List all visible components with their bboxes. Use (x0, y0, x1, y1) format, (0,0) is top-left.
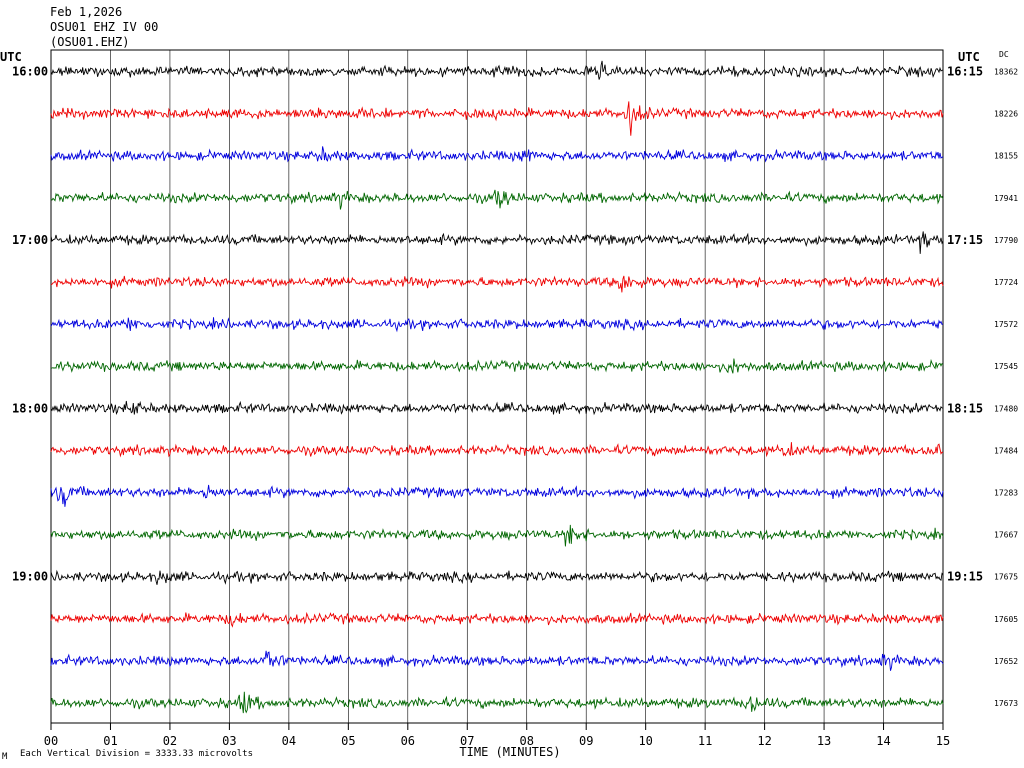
x-tick-label: 07 (460, 734, 474, 748)
seismic-trace (50, 650, 944, 671)
seismic-trace (50, 442, 944, 458)
vertical-division-note: Each Vertical Division = 3333.33 microvo… (20, 749, 253, 759)
x-tick-label: 05 (341, 734, 355, 748)
x-tick-label: 00 (44, 734, 58, 748)
trace-dc-value: 17790 (994, 236, 1018, 245)
left-hour-label: 19:00 (12, 570, 48, 584)
trace-dc-value: 18226 (994, 110, 1018, 119)
trace-dc-value: 17545 (994, 362, 1018, 371)
trace-dc-value: 17605 (994, 615, 1018, 624)
channel-name: (OSU01.EHZ) (50, 35, 130, 49)
trace-dc-value: 17480 (994, 404, 1018, 413)
x-tick-label: 11 (698, 734, 712, 748)
left-hour-label: 16:00 (12, 65, 48, 79)
x-tick-label: 03 (222, 734, 236, 748)
seismic-trace (50, 101, 944, 136)
seismic-trace (50, 691, 944, 714)
x-axis-label: TIME (MINUTES) (459, 745, 560, 759)
seismic-trace (50, 317, 944, 333)
seismic-trace (50, 275, 944, 293)
left-hour-label: 17:00 (12, 233, 48, 247)
x-tick-label: 13 (817, 734, 831, 748)
right-hour-label: 18:15 (947, 401, 983, 415)
seismic-trace (50, 60, 944, 80)
seismic-trace (50, 524, 944, 547)
seismic-trace (50, 569, 944, 585)
left-hour-label: 18:00 (12, 401, 48, 415)
right-hour-label: 16:15 (947, 65, 983, 79)
x-tick-label: 09 (579, 734, 593, 748)
trace-dc-value: 17941 (994, 194, 1018, 203)
seismic-trace (50, 358, 944, 374)
x-tick-label: 06 (401, 734, 415, 748)
plot-frame (50, 49, 944, 724)
x-tick-label: 01 (103, 734, 117, 748)
x-tick-label: 02 (163, 734, 177, 748)
trace-dc-value: 17667 (994, 531, 1018, 540)
trace-dc-value: 17675 (994, 573, 1018, 582)
trace-dc-value: 17724 (994, 278, 1018, 287)
trace-dc-value: 18155 (994, 152, 1018, 161)
trace-dc-value: 17572 (994, 320, 1018, 329)
x-tick-label: 15 (936, 734, 950, 748)
station-name: OSU01 EHZ IV 00 (50, 20, 159, 34)
plot-date: Feb 1,2026 (50, 5, 123, 19)
x-tick-label: 04 (282, 734, 296, 748)
seismic-trace (50, 231, 944, 254)
footer-mark: M (2, 752, 8, 762)
right-hour-label: 19:15 (947, 570, 983, 584)
right-hour-label: 17:15 (947, 233, 983, 247)
x-tick-label: 08 (520, 734, 534, 748)
dc-column-header: DC (999, 50, 1009, 59)
seismic-trace (50, 146, 944, 163)
x-tick-label: 14 (876, 734, 890, 748)
trace-dc-value: 17652 (994, 657, 1018, 666)
right-timezone-label: UTC (958, 50, 980, 64)
trace-dc-value: 17673 (994, 699, 1018, 708)
seismic-trace (50, 611, 944, 628)
seismic-trace (50, 189, 944, 210)
x-tick-label: 12 (757, 734, 771, 748)
left-timezone-label: UTC (0, 50, 22, 64)
seismic-trace (50, 400, 944, 416)
trace-dc-value: 18362 (994, 68, 1018, 77)
trace-dc-value: 17283 (994, 489, 1018, 498)
x-tick-label: 10 (638, 734, 652, 748)
trace-dc-value: 17484 (994, 446, 1018, 455)
seismic-trace (50, 484, 944, 507)
